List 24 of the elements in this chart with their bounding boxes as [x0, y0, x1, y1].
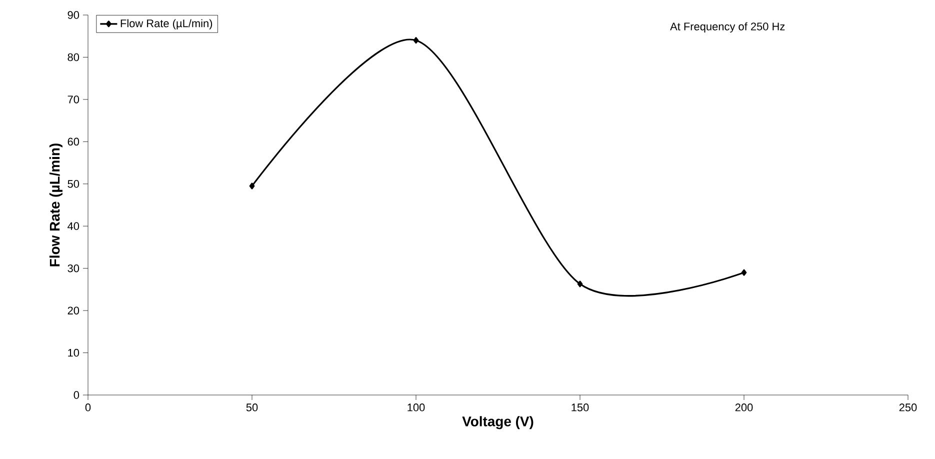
y-tick-label: 40: [68, 222, 80, 230]
x-tick-label: 250: [899, 404, 917, 412]
x-tick-label: 200: [735, 404, 753, 412]
x-tick-label: 150: [572, 404, 589, 412]
y-tick-label: 20: [68, 306, 80, 314]
y-axis-title: Flow Rate (µL/min): [49, 144, 62, 266]
y-tick-label: 90: [68, 11, 80, 19]
point: [249, 182, 255, 190]
legend-label: Flow Rate (µL/min): [120, 19, 212, 30]
y-tick-label: 80: [68, 53, 80, 62]
y-tick-label: 60: [68, 138, 80, 146]
annotation: At Frequency of 250 Hz: [670, 22, 785, 33]
y-tick-label: 30: [68, 264, 80, 272]
y-tick-label: 50: [68, 180, 80, 188]
y-tick-label: 0: [74, 391, 80, 399]
x-tick-label: 50: [246, 404, 258, 412]
point: [577, 280, 583, 288]
y-tick-label: 10: [68, 348, 80, 357]
x-axis-title: Voltage (V): [462, 416, 534, 430]
y-tick-label: 70: [68, 96, 80, 104]
x-tick-label: 0: [85, 404, 91, 412]
point: [413, 37, 419, 44]
x-tick-label: 100: [408, 404, 425, 412]
point: [741, 269, 747, 276]
